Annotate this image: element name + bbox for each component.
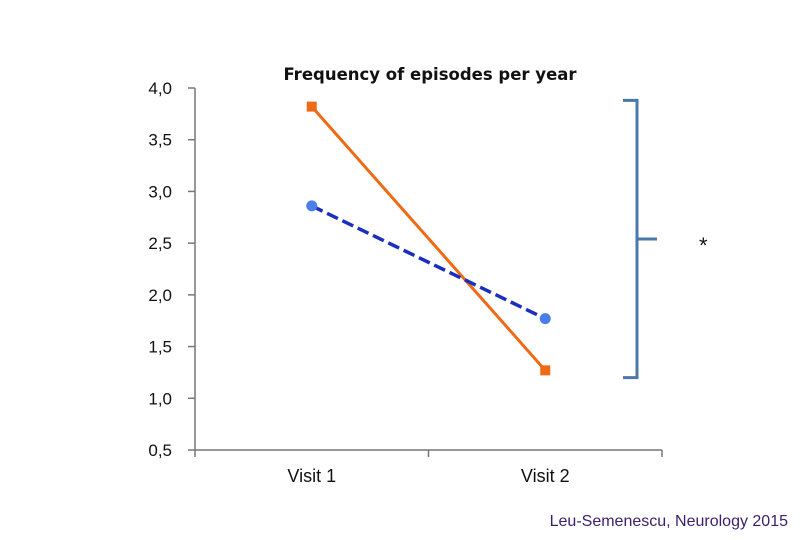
data-point xyxy=(540,365,551,376)
data-point xyxy=(539,313,551,325)
y-tick-label: 4,0 xyxy=(148,79,172,98)
series-group xyxy=(306,101,551,376)
y-tick-label: 3,0 xyxy=(148,182,172,201)
y-tick-label: 1,5 xyxy=(148,338,172,357)
y-tick-label: 1,0 xyxy=(148,389,172,408)
significance-annotation: * xyxy=(623,98,708,380)
y-tick-label: 2,0 xyxy=(148,286,172,305)
significance-asterisk: * xyxy=(699,233,708,258)
citation: Leu-Semenescu, Neurology 2015 xyxy=(549,513,788,530)
series-line-2 xyxy=(310,204,547,321)
y-tick-label: 2,5 xyxy=(148,234,172,253)
data-point xyxy=(306,200,318,212)
x-tick-label: Visit 2 xyxy=(521,466,570,486)
series-line-1 xyxy=(310,105,547,372)
y-tick-label: 3,5 xyxy=(148,131,172,150)
y-tick-group: 0,5 1,0 1,5 2,0 2,5 3,0 3,5 4,0 xyxy=(148,79,195,460)
y-tick-label: 0,5 xyxy=(148,441,172,460)
data-point xyxy=(306,101,317,112)
chart-title: Frequency of episodes per year xyxy=(283,65,577,84)
x-tick-group: Visit 1 Visit 2 xyxy=(194,450,663,486)
x-tick-label: Visit 1 xyxy=(287,466,336,486)
significance-bracket xyxy=(623,98,657,380)
